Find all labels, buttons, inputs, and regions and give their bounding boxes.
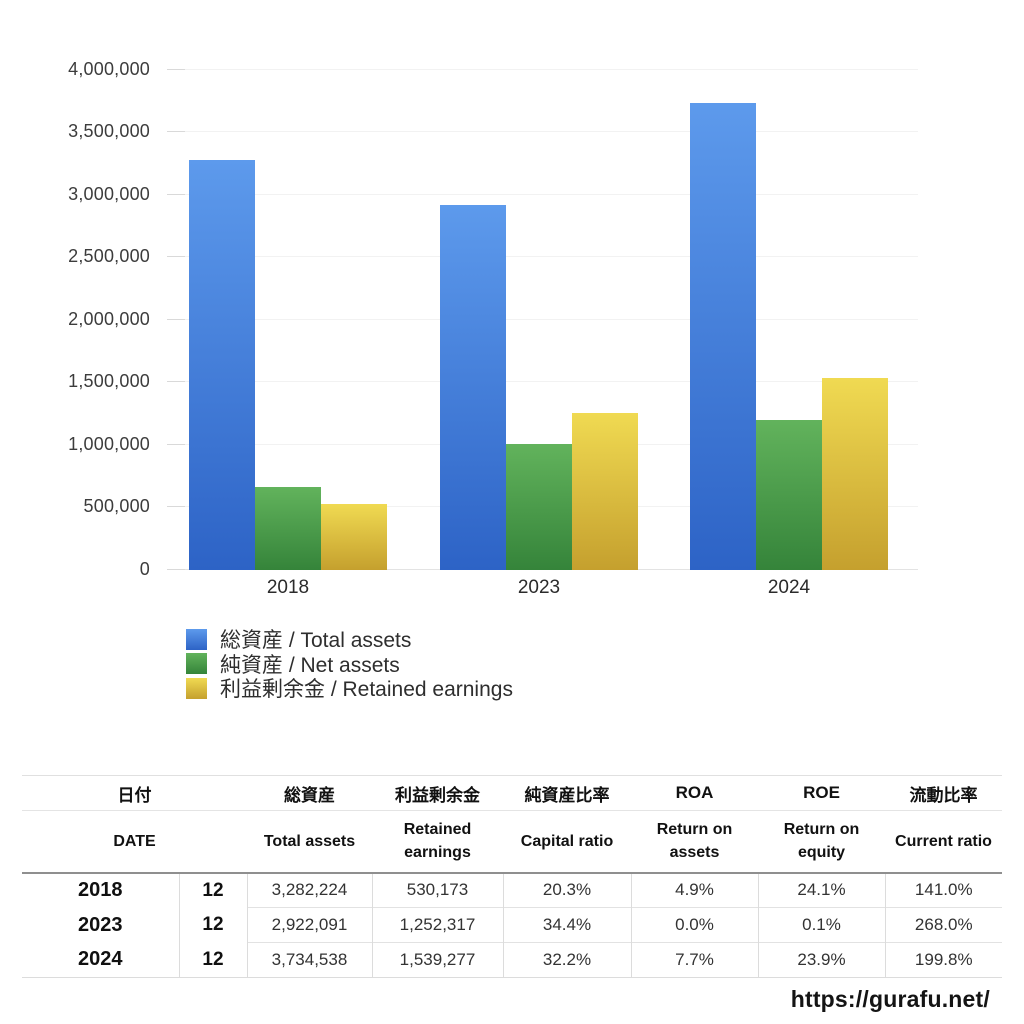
y-axis-label: 2,000,000	[68, 309, 150, 329]
cell-roa: 0.0%	[631, 907, 759, 943]
cell-year: 2024	[22, 942, 180, 978]
cell-roa: 7.7%	[631, 942, 759, 978]
y-axis-tick	[167, 256, 185, 257]
y-axis-label: 3,500,000	[68, 121, 150, 141]
cell-capital-ratio: 32.2%	[503, 942, 632, 978]
col-header-total-assets-en: Total assets	[247, 810, 372, 874]
col-header-capital-ratio-jp: 純資産比率	[503, 775, 631, 811]
table-header-row-jp: 日付 総資産 利益剰余金 純資産比率 ROA ROE 流動比率	[22, 775, 1002, 811]
col-header-roa-en: Return on assets	[631, 810, 758, 874]
legend-item-net-assets: 純資産 / Net assets	[186, 652, 513, 677]
cell-total-assets: 2,922,091	[247, 907, 373, 943]
cell-roe: 0.1%	[758, 907, 886, 943]
y-axis-label: 3,000,000	[68, 184, 150, 204]
y-axis-label: 1,500,000	[68, 371, 150, 391]
gridline	[167, 131, 918, 132]
chart-bar	[189, 160, 255, 570]
cell-roe: 24.1%	[758, 872, 886, 908]
chart-bar	[572, 413, 638, 570]
col-header-total-assets-jp: 総資産	[247, 775, 372, 811]
col-header-current-ratio-en: Current ratio	[885, 810, 1002, 874]
cell-year: 2023	[22, 907, 180, 943]
table-header-row-en: DATE Total assets Retained earnings Capi…	[22, 810, 1002, 874]
y-axis-label: 1,000,000	[68, 434, 150, 454]
y-axis-tick	[167, 569, 185, 570]
cell-month: 12	[179, 942, 248, 978]
table-row: 2018 12 3,282,224 530,173 20.3% 4.9% 24.…	[22, 872, 1002, 908]
y-axis-label: 500,000	[83, 496, 150, 516]
legend-label-total-assets: 総資産 / Total assets	[220, 629, 412, 653]
y-axis-tick	[167, 319, 185, 320]
chart-bar	[822, 378, 888, 570]
cell-total-assets: 3,734,538	[247, 942, 373, 978]
gridline	[167, 69, 918, 70]
y-axis-tick	[167, 131, 185, 132]
col-header-retained-earnings-jp: 利益剰余金	[372, 775, 503, 811]
chart-bar	[506, 444, 572, 570]
col-header-roa-jp: ROA	[631, 775, 758, 811]
gridline	[167, 194, 918, 195]
col-header-roe-en: Return on equity	[758, 810, 885, 874]
financial-summary-table: 日付 総資産 利益剰余金 純資産比率 ROA ROE 流動比率 DATE Tot…	[22, 775, 1002, 978]
cell-current-ratio: 268.0%	[885, 907, 1002, 943]
chart-bar	[440, 205, 506, 570]
legend-label-net-assets: 純資産 / Net assets	[220, 653, 400, 677]
gridline	[167, 256, 918, 257]
y-axis-tick	[167, 194, 185, 195]
col-header-date-en: DATE	[22, 810, 247, 874]
y-axis-label: 0	[139, 559, 150, 579]
cell-roe: 23.9%	[758, 942, 886, 978]
cell-year: 2018	[22, 872, 180, 908]
cell-capital-ratio: 34.4%	[503, 907, 632, 943]
x-axis-label: 2023	[517, 577, 561, 598]
gridline	[167, 319, 918, 320]
y-axis-tick	[167, 506, 185, 507]
x-axis-label: 2018	[266, 577, 310, 598]
chart-bar	[255, 487, 321, 570]
table-row: 2024 12 3,734,538 1,539,277 32.2% 7.7% 2…	[22, 942, 1002, 978]
col-header-retained-earnings-en: Retained earnings	[372, 810, 503, 874]
cell-current-ratio: 141.0%	[914, 880, 973, 900]
y-axis-label: 2,500,000	[68, 246, 150, 266]
cell-retained-earnings: 1,252,317	[372, 907, 504, 943]
legend-swatch-blue-icon	[186, 628, 207, 650]
legend-item-retained-earnings: 利益剰余金 / Retained earnings	[186, 676, 513, 701]
legend-label-retained-earnings: 利益剰余金 / Retained earnings	[220, 678, 513, 702]
chart-legend: 総資産 / Total assets 純資産 / Net assets 利益剰余…	[186, 627, 513, 701]
cell-month: 12	[179, 907, 248, 943]
legend-swatch-green-icon	[186, 653, 207, 675]
bar-chart: 0 500,000 1,000,000 1,500,000 2,000,000 2,500…	[68, 59, 918, 701]
y-axis-tick	[167, 69, 185, 70]
y-axis-tick	[167, 381, 185, 382]
chart-bar	[690, 103, 756, 570]
cell-current-ratio: 199.8%	[885, 942, 1002, 978]
chart-bar	[756, 420, 822, 570]
cell-month: 12	[179, 872, 248, 908]
y-axis-tick	[167, 444, 185, 445]
col-header-capital-ratio-en: Capital ratio	[503, 810, 631, 874]
col-header-roe-jp: ROE	[758, 775, 885, 811]
cell-roa: 4.9%	[631, 872, 759, 908]
legend-item-total-assets: 総資産 / Total assets	[186, 627, 513, 652]
table-row: 2023 12 2,922,091 1,252,317 34.4% 0.0% 0…	[22, 907, 1002, 943]
col-header-current-ratio-jp: 流動比率	[885, 775, 1002, 811]
gridline	[167, 381, 918, 382]
col-header-date-jp: 日付	[22, 775, 247, 811]
legend-swatch-yellow-icon	[186, 677, 207, 699]
cell-retained-earnings: 530,173	[372, 872, 504, 908]
cell-capital-ratio: 20.3%	[503, 872, 632, 908]
y-axis-label: 4,000,000	[68, 59, 150, 79]
site-url: https://gurafu.net/	[790, 986, 990, 1012]
chart-bar	[321, 504, 387, 570]
cell-retained-earnings: 1,539,277	[372, 942, 504, 978]
x-axis-label: 2024	[767, 577, 811, 598]
cell-total-assets: 3,282,224	[247, 872, 373, 908]
